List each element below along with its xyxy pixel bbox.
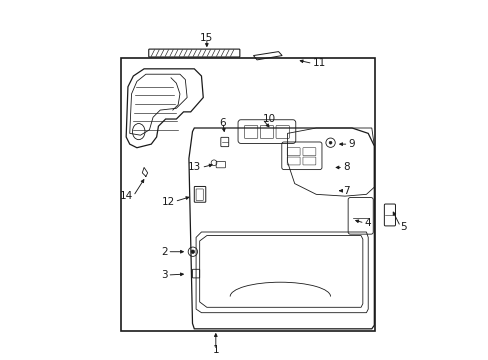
Text: 13: 13 <box>188 162 201 172</box>
Text: 5: 5 <box>400 222 407 231</box>
Text: 12: 12 <box>161 197 174 207</box>
Text: 4: 4 <box>364 218 370 228</box>
Text: 7: 7 <box>343 186 349 196</box>
Text: 11: 11 <box>312 58 325 68</box>
Text: 6: 6 <box>219 118 226 128</box>
Bar <box>121 58 375 330</box>
Text: 14: 14 <box>120 191 133 201</box>
Text: 1: 1 <box>212 345 219 355</box>
Text: 3: 3 <box>161 270 167 280</box>
Text: 9: 9 <box>348 139 354 149</box>
Circle shape <box>191 250 194 253</box>
Text: 15: 15 <box>200 33 213 43</box>
Text: 8: 8 <box>343 162 349 172</box>
Text: 10: 10 <box>262 114 275 124</box>
Circle shape <box>328 141 331 144</box>
Text: 2: 2 <box>161 247 167 257</box>
